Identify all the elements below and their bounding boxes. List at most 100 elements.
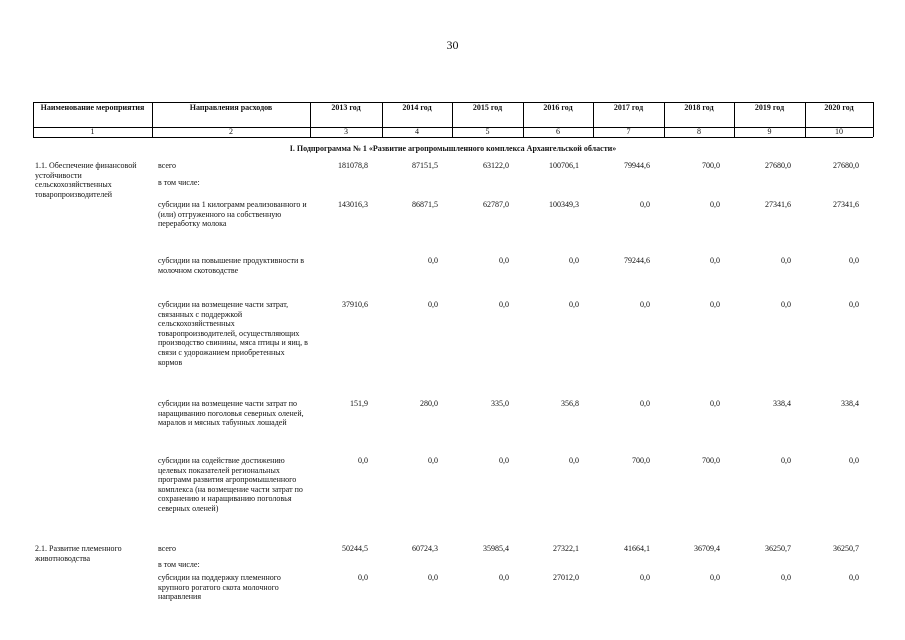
cell-value: 0,0	[499, 300, 509, 309]
cell-value: 27680,0	[765, 161, 791, 170]
cell-value: 143016,3	[338, 200, 368, 209]
column-number: 10	[835, 127, 843, 136]
cell-value: 37910,6	[342, 300, 368, 309]
cell-value: 27341,6	[833, 200, 859, 209]
cell-value: 0,0	[428, 256, 438, 265]
cell-value: 0,0	[358, 573, 368, 582]
expense-direction: всего	[158, 161, 177, 170]
column-number: 9	[767, 127, 772, 136]
cell-value: 700,0	[702, 456, 720, 465]
cell-value: 60724,3	[412, 544, 438, 553]
measure-name: 1.1. Обеспечение финансовой устойчивости…	[35, 161, 137, 199]
cell-value: 0,0	[710, 200, 720, 209]
border	[873, 102, 874, 137]
cell-value: 0,0	[640, 573, 650, 582]
cell-value: 0,0	[849, 573, 859, 582]
column-number: 1	[90, 127, 95, 136]
border	[805, 102, 806, 137]
cell-value: 87151,5	[412, 161, 438, 170]
cell-value: 0,0	[569, 300, 579, 309]
cell-value: 62787,0	[483, 200, 509, 209]
expense-direction: субсидии на 1 килограмм реализованного и…	[158, 200, 307, 229]
cell-value: 0,0	[710, 256, 720, 265]
expense-direction: в том числе:	[158, 560, 200, 569]
border	[310, 102, 311, 137]
border	[734, 102, 735, 137]
cell-value: 27322,1	[553, 544, 579, 553]
cell-value: 335,0	[491, 399, 509, 408]
border	[33, 137, 873, 138]
cell-value: 0,0	[781, 456, 791, 465]
cell-value: 27012,0	[553, 573, 579, 582]
cell-value: 0,0	[849, 256, 859, 265]
expense-direction: субсидии на поддержку племенного крупног…	[158, 573, 281, 602]
cell-value: 27680,0	[833, 161, 859, 170]
column-header: 2017 год	[613, 103, 644, 112]
cell-value: 36250,7	[765, 544, 791, 553]
border	[452, 102, 453, 137]
expense-direction: субсидии на возмещение части затрат по н…	[158, 399, 304, 428]
cell-value: 700,0	[702, 161, 720, 170]
cell-value: 0,0	[569, 256, 579, 265]
cell-value: 100349,3	[549, 200, 579, 209]
expense-direction: в том числе:	[158, 178, 200, 187]
measure-name: 2.1. Развитие племенного животноводства	[35, 544, 122, 563]
cell-value: 0,0	[849, 456, 859, 465]
border	[33, 102, 34, 137]
column-header: Направления расходов	[189, 103, 273, 112]
column-number: 3	[344, 127, 348, 136]
cell-value: 181078,8	[338, 161, 368, 170]
cell-value: 0,0	[428, 573, 438, 582]
cell-value: 338,4	[773, 399, 791, 408]
cell-value: 27341,6	[765, 200, 791, 209]
cell-value: 700,0	[632, 456, 650, 465]
expense-direction: всего	[158, 544, 177, 553]
expense-direction: субсидии на содействие достижению целевы…	[158, 456, 303, 513]
column-number: 6	[556, 127, 560, 136]
border	[152, 102, 153, 137]
cell-value: 35985,4	[483, 544, 509, 553]
cell-value: 0,0	[710, 399, 720, 408]
column-number: 7	[626, 127, 631, 136]
column-header: 2020 год	[824, 103, 854, 112]
column-number: 4	[415, 127, 419, 136]
expense-direction: субсидии на возмещение части затрат, свя…	[158, 300, 308, 367]
cell-value: 0,0	[640, 300, 650, 309]
column-number: 2	[229, 127, 233, 136]
cell-value: 0,0	[499, 573, 509, 582]
cell-value: 0,0	[849, 300, 859, 309]
expense-direction: субсидии на повышение продуктивности в м…	[158, 256, 305, 275]
cell-value: 0,0	[710, 300, 720, 309]
cell-value: 338,4	[841, 399, 859, 408]
column-number: 5	[485, 127, 490, 136]
cell-value: 0,0	[640, 399, 650, 408]
cell-value: 0,0	[499, 456, 509, 465]
border	[382, 102, 383, 137]
cell-value: 0,0	[781, 573, 791, 582]
cell-value: 0,0	[781, 256, 791, 265]
cell-value: 100706,1	[549, 161, 579, 170]
border	[523, 102, 524, 137]
cell-value: 0,0	[781, 300, 791, 309]
cell-value: 50244,5	[342, 544, 368, 553]
column-header: Наименование мероприятия	[40, 103, 145, 112]
cell-value: 41664,1	[624, 544, 650, 553]
column-number: 8	[697, 127, 701, 136]
column-header: 2013 год	[331, 103, 361, 112]
cell-value: 0,0	[358, 456, 368, 465]
cell-value: 86871,5	[412, 200, 438, 209]
cell-value: 0,0	[640, 200, 650, 209]
cell-value: 79244,6	[624, 256, 650, 265]
cell-value: 0,0	[499, 256, 509, 265]
cell-value: 0,0	[569, 456, 579, 465]
column-header: 2018 год	[684, 103, 714, 112]
cell-value: 0,0	[428, 456, 438, 465]
cell-value: 0,0	[428, 300, 438, 309]
border	[664, 102, 665, 137]
column-header: 2015 год	[472, 103, 503, 112]
cell-value: 63122,0	[483, 161, 509, 170]
cell-value: 36709,4	[694, 544, 720, 553]
cell-value: 280,0	[420, 399, 438, 408]
column-header: 2019 год	[754, 103, 785, 112]
